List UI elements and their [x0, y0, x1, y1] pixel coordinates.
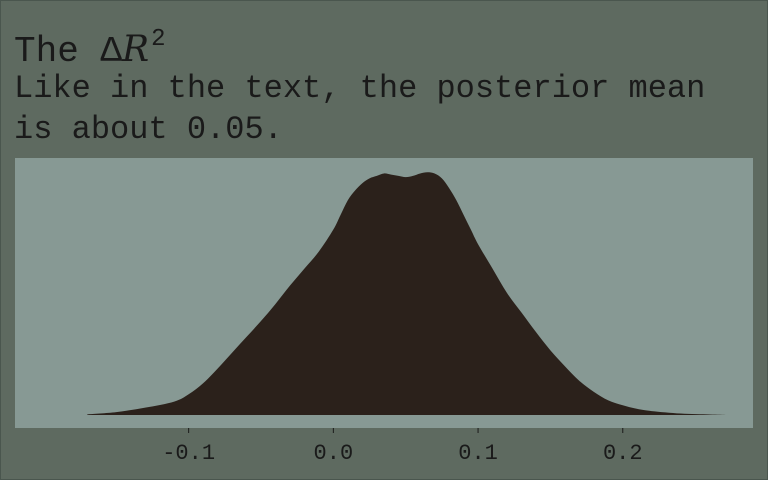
x-tick-label: 0.0: [314, 441, 354, 466]
plot-marks: [87, 172, 727, 415]
title-variable: R: [122, 29, 150, 70]
x-tick-label: 0.1: [458, 441, 498, 466]
title-delta-symbol: Δ: [100, 31, 123, 72]
x-axis: -0.1 0.0 0.1 0.2: [162, 428, 643, 466]
x-tick-label: 0.2: [603, 441, 643, 466]
chart-subtitle: Like in the text, the posterior mean is …: [14, 70, 706, 148]
x-tick-label: -0.1: [162, 441, 215, 466]
density-area: [87, 172, 727, 415]
chart-title: The ΔR2: [14, 20, 166, 72]
title-superscript: 2: [151, 26, 166, 53]
title-prefix: The: [14, 31, 101, 72]
